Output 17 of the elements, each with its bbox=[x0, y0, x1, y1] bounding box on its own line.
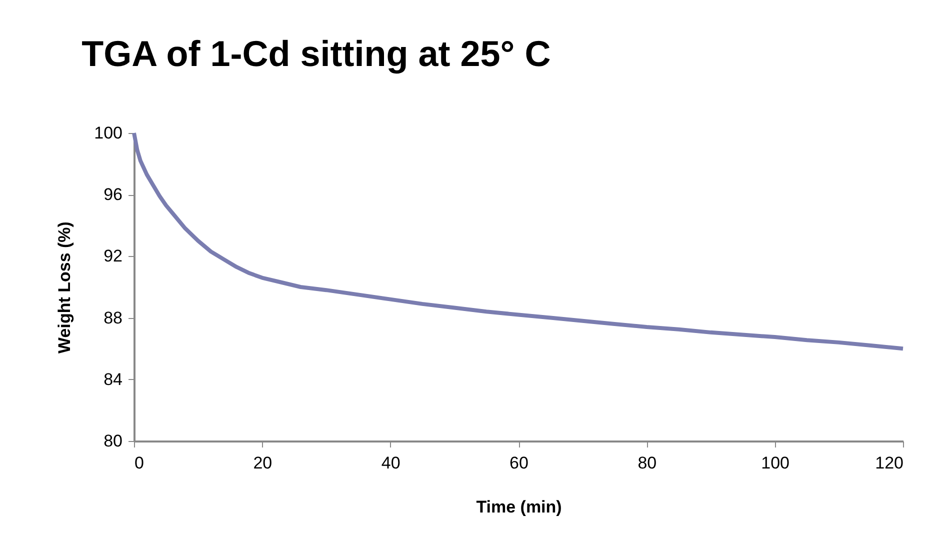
y-tick-label: 92 bbox=[104, 246, 122, 266]
y-tick-label: 100 bbox=[94, 124, 122, 142]
y-tick-label: 80 bbox=[104, 432, 122, 450]
x-tick-label: 40 bbox=[381, 454, 400, 472]
x-tick-label: 60 bbox=[510, 454, 528, 472]
y-tick-label: 84 bbox=[104, 370, 122, 389]
line-series bbox=[132, 131, 905, 351]
y-tick-label: 96 bbox=[104, 185, 122, 204]
x-tick-label: 100 bbox=[761, 454, 790, 472]
chart-title: TGA of 1-Cd sitting at 25° C bbox=[82, 33, 551, 74]
x-tick-label: 0 bbox=[134, 454, 144, 472]
x-axis-title: Time (min) bbox=[476, 498, 562, 516]
x-tick-label: 80 bbox=[638, 454, 657, 472]
y-tick-label: 88 bbox=[104, 308, 122, 328]
y-axis-title: Weight Loss (%) bbox=[55, 222, 74, 354]
x-tick-label: 120 bbox=[875, 454, 904, 472]
x-tick-label: 20 bbox=[253, 454, 272, 472]
